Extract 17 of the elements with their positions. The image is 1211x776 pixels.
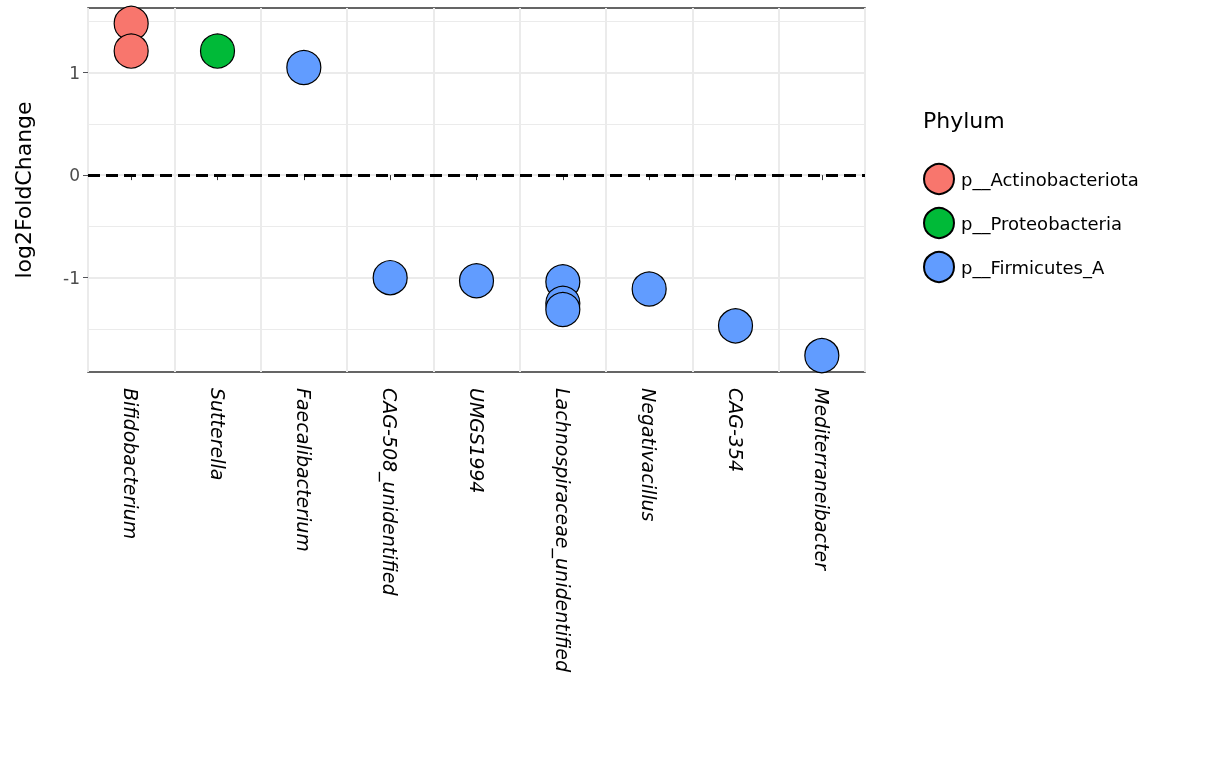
x-tick-label: Faecalibacterium (292, 388, 315, 552)
x-tick-label: Bifidobacterium (120, 388, 143, 540)
y-tick-label: -1 (63, 267, 80, 288)
legend-label: p__Proteobacteria (961, 212, 1123, 235)
x-tick-label: UMGS1994 (465, 388, 488, 494)
x-tick-label: Lachnospiraceae_unidentified (550, 388, 574, 673)
x-tick-label: Sutterella (206, 388, 229, 481)
legend-label: p__Actinobacteriota (961, 168, 1139, 191)
x-tick-label: Negativacillus (638, 388, 661, 522)
x-tick-label: CAG-508_unidentified (378, 388, 402, 597)
y-tick-label: 1 (69, 62, 80, 83)
legend-label: p__Firmicutes_A (961, 256, 1105, 279)
x-tick-label: Mediterraneibacter (810, 388, 833, 572)
y-tick-label: 0 (69, 165, 80, 186)
x-tick-label: CAG-354 (724, 388, 747, 473)
y-axis-title: log2FoldChange (10, 101, 36, 279)
legend-title: Phylum (923, 107, 1005, 133)
